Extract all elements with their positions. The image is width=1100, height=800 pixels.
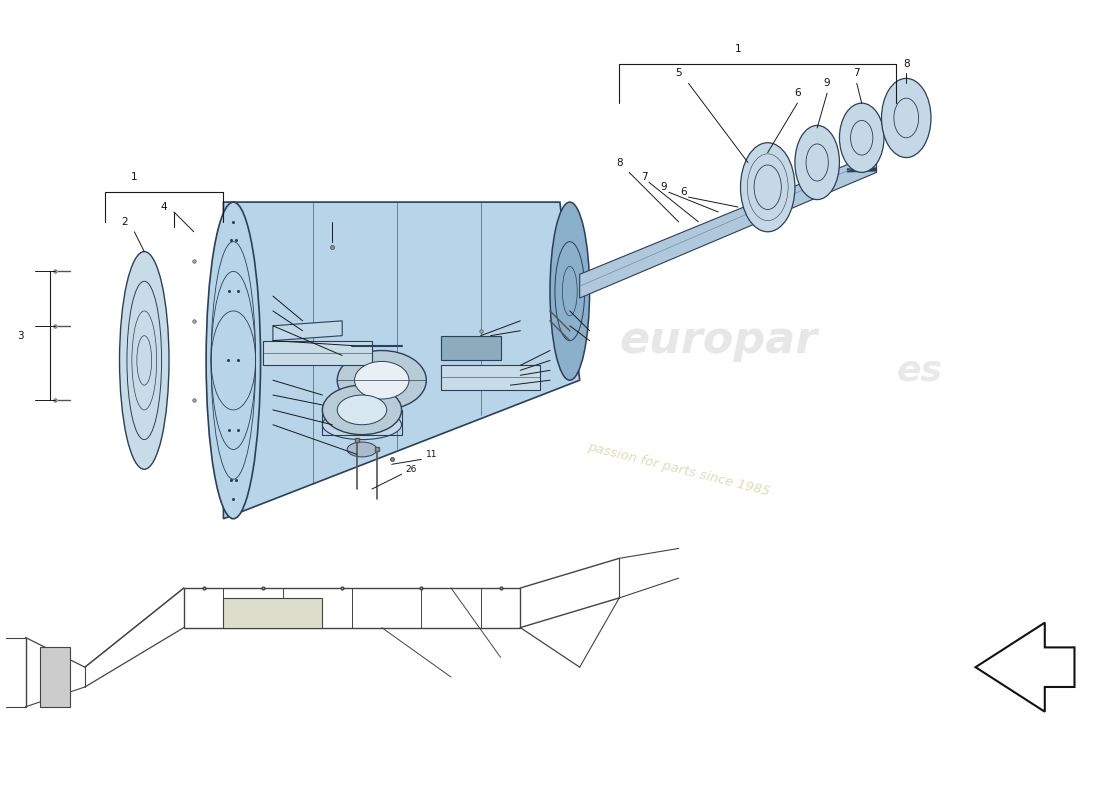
Text: 20: 20 [257, 401, 268, 410]
Ellipse shape [338, 395, 387, 425]
Text: 5: 5 [675, 69, 682, 78]
Polygon shape [441, 336, 500, 361]
Polygon shape [41, 647, 70, 706]
Text: 24: 24 [554, 341, 565, 350]
Polygon shape [223, 202, 580, 518]
Text: 1: 1 [131, 172, 138, 182]
Ellipse shape [740, 142, 795, 232]
Polygon shape [263, 341, 372, 366]
Text: 3: 3 [18, 330, 24, 341]
Ellipse shape [338, 350, 427, 410]
Polygon shape [976, 622, 1075, 712]
Text: 21: 21 [257, 386, 268, 394]
Ellipse shape [881, 78, 931, 158]
Ellipse shape [120, 251, 169, 470]
Text: 10: 10 [326, 207, 339, 217]
Text: 23: 23 [257, 316, 268, 326]
Text: 18: 18 [525, 311, 536, 320]
Text: 2: 2 [121, 217, 128, 227]
Text: europar: europar [619, 319, 817, 362]
Text: 6: 6 [680, 187, 686, 197]
Text: 19: 19 [525, 326, 536, 335]
Text: 17: 17 [554, 361, 565, 370]
Text: 4: 4 [161, 202, 167, 212]
Ellipse shape [550, 202, 590, 380]
Text: 24: 24 [257, 286, 268, 296]
Text: passion for parts since 1985: passion for parts since 1985 [586, 440, 771, 498]
Text: 15: 15 [257, 370, 268, 380]
Text: 25: 25 [554, 351, 565, 360]
Polygon shape [580, 153, 877, 298]
Text: 23: 23 [554, 370, 565, 380]
Ellipse shape [322, 385, 401, 434]
Text: 6: 6 [794, 88, 801, 98]
Text: 13: 13 [554, 316, 565, 326]
Polygon shape [273, 321, 342, 341]
Text: 1: 1 [735, 44, 741, 54]
Text: 7: 7 [640, 172, 647, 182]
Ellipse shape [206, 202, 261, 518]
Text: 11: 11 [426, 450, 437, 459]
Polygon shape [441, 366, 540, 390]
Text: 9: 9 [824, 78, 830, 88]
Polygon shape [223, 598, 322, 628]
Text: 26: 26 [406, 465, 417, 474]
Ellipse shape [354, 362, 409, 399]
Text: 9: 9 [660, 182, 667, 192]
Text: 22: 22 [257, 415, 268, 424]
Text: 8: 8 [903, 58, 910, 69]
Ellipse shape [322, 410, 401, 439]
Text: 25: 25 [257, 302, 268, 310]
Text: 12: 12 [554, 297, 565, 306]
Text: es: es [896, 354, 943, 387]
Text: 8: 8 [616, 158, 623, 167]
Ellipse shape [839, 103, 884, 172]
Ellipse shape [795, 126, 839, 200]
Text: 16: 16 [257, 331, 268, 340]
Text: 7: 7 [854, 69, 860, 78]
Ellipse shape [348, 442, 377, 457]
